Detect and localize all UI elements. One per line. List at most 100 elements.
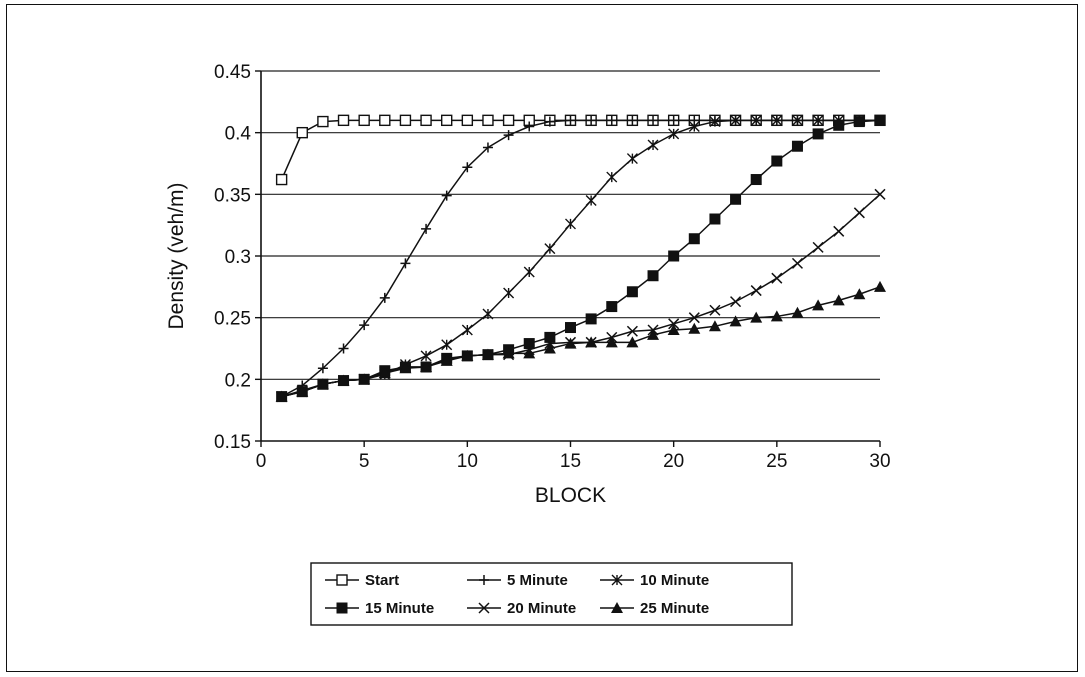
marker-shape xyxy=(585,195,597,206)
marker-shape xyxy=(296,385,309,397)
data-point xyxy=(688,322,701,334)
marker-shape xyxy=(812,114,824,126)
marker-shape xyxy=(461,324,473,336)
y-tick-label: 0.3 xyxy=(225,247,251,268)
data-point xyxy=(523,266,535,278)
data-point xyxy=(709,213,721,225)
x-tick-label: 5 xyxy=(359,451,370,472)
marker-shape xyxy=(524,121,535,132)
marker-shape xyxy=(611,574,623,586)
data-point xyxy=(359,320,370,331)
data-point xyxy=(420,361,433,372)
legend: Start 5 Minute 10 Minute 15 Minute 20 Minute… xyxy=(310,562,793,626)
data-point xyxy=(461,114,474,127)
data-point xyxy=(543,342,556,354)
marker-shape xyxy=(316,378,329,390)
marker-shape xyxy=(565,115,576,126)
figure-frame xyxy=(6,4,1078,672)
data-point xyxy=(667,324,680,335)
data-point xyxy=(648,115,659,126)
data-point xyxy=(421,223,432,234)
marker-shape xyxy=(358,373,371,385)
marker-shape xyxy=(586,115,597,126)
data-point xyxy=(688,312,700,324)
x-tick-label: 10 xyxy=(457,451,478,472)
marker-shape xyxy=(647,270,659,282)
data-point xyxy=(853,288,866,300)
marker-shape xyxy=(523,266,535,278)
marker-shape xyxy=(420,361,433,372)
data-point xyxy=(791,114,803,126)
legend-box xyxy=(310,562,793,626)
marker-shape xyxy=(441,190,452,201)
data-point xyxy=(565,115,576,126)
y-tick-label: 0.35 xyxy=(214,185,251,206)
marker-shape xyxy=(667,324,680,335)
marker-shape xyxy=(833,119,845,131)
data-point xyxy=(627,115,638,126)
data-point xyxy=(791,140,803,152)
marker-shape xyxy=(730,114,742,126)
marker-shape xyxy=(544,116,555,127)
marker-shape xyxy=(750,174,762,186)
legend-label: 20 Minute xyxy=(507,600,576,617)
marker-shape xyxy=(585,336,598,348)
marker-shape xyxy=(611,602,623,613)
marker-shape xyxy=(874,114,886,126)
marker-shape xyxy=(626,153,638,165)
marker-shape xyxy=(709,116,721,128)
legend-label: 5 Minute xyxy=(507,572,568,589)
marker-shape xyxy=(462,162,473,173)
marker-shape xyxy=(337,114,350,127)
data-point xyxy=(378,367,391,379)
marker-shape xyxy=(668,318,680,330)
marker-shape xyxy=(771,155,783,167)
marker-shape xyxy=(688,233,700,245)
data-point xyxy=(668,318,680,330)
marker-shape xyxy=(750,285,762,297)
data-point xyxy=(585,313,597,325)
data-point xyxy=(750,311,763,323)
data-point xyxy=(708,320,721,332)
marker-shape xyxy=(647,139,659,151)
y-axis-title: Density (veh/m) xyxy=(165,182,188,329)
marker-shape xyxy=(400,258,411,269)
data-point xyxy=(750,114,762,126)
marker-shape xyxy=(358,114,370,127)
marker-shape xyxy=(503,287,515,299)
marker-shape xyxy=(791,140,803,152)
marker-shape xyxy=(750,114,762,126)
legend-label: Start xyxy=(365,572,399,589)
data-point xyxy=(565,322,576,334)
marker-shape xyxy=(481,348,494,360)
marker-shape xyxy=(605,336,618,348)
data-point xyxy=(730,114,742,126)
data-point xyxy=(585,195,597,206)
data-point xyxy=(812,128,824,140)
data-point xyxy=(771,114,783,126)
data-point xyxy=(606,115,617,126)
data-point xyxy=(833,225,845,237)
data-point xyxy=(647,328,660,340)
y-tick-label: 0.4 xyxy=(225,124,252,145)
data-point xyxy=(358,373,371,385)
legend-entry: Start xyxy=(325,572,399,589)
marker-shape xyxy=(420,114,432,127)
marker-shape xyxy=(503,130,514,141)
marker-shape xyxy=(770,310,783,322)
marker-shape xyxy=(378,367,391,379)
series-25-minute xyxy=(275,280,886,402)
data-point xyxy=(771,272,783,284)
marker-shape xyxy=(502,114,515,127)
marker-shape xyxy=(317,363,328,374)
marker-shape xyxy=(564,337,577,349)
legend-label: 10 Minute xyxy=(640,572,709,589)
data-point xyxy=(833,119,845,131)
marker-shape xyxy=(420,350,432,362)
data-point xyxy=(853,116,865,128)
marker-shape xyxy=(482,308,494,320)
marker-shape xyxy=(606,301,618,313)
marker-shape xyxy=(874,280,886,292)
marker-shape xyxy=(812,241,824,253)
marker-shape xyxy=(708,320,721,332)
